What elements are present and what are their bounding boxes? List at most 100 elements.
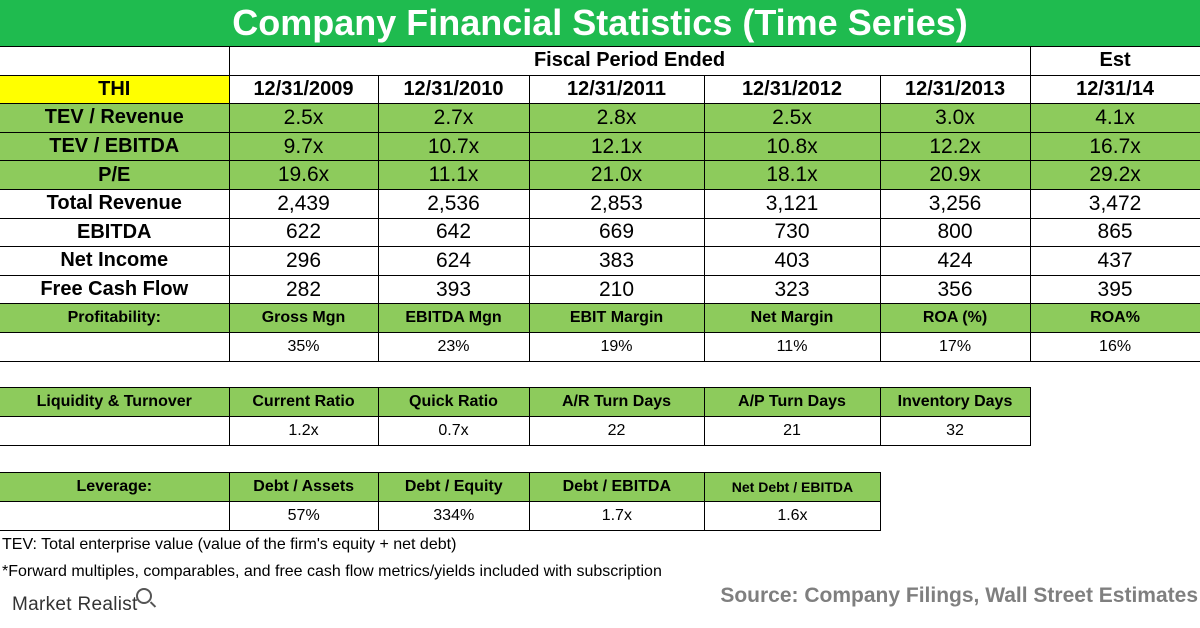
period-row: THI 12/31/2009 12/31/2010 12/31/2011 12/… [0,74,1200,105]
period-cell: 12/31/14 [1029,74,1200,105]
value-cell: 669 [528,217,705,248]
value-cell: 395 [1029,274,1200,305]
row-label: Total Revenue [0,188,230,219]
value-cell: 865 [1029,217,1200,248]
liquidity-header-row: Liquidity & Turnover Current Ratio Quick… [0,387,1031,417]
column-header: A/R Turn Days [528,387,705,417]
fiscal-period-header: Fiscal Period Ended [228,46,1031,76]
value-cell: 437 [1029,246,1200,276]
value-cell: 12.2x [879,131,1031,162]
logo-text: Market Realist [12,594,138,615]
period-cell: 12/31/2012 [703,74,881,105]
value-cell: 3.0x [879,103,1031,133]
value-cell: 282 [228,274,379,305]
value-cell: 23% [377,332,530,363]
column-header: ROA (%) [879,303,1031,334]
period-cell: 12/31/2013 [879,74,1031,105]
blank-cell [0,332,230,363]
value-cell: 12.1x [528,131,705,162]
subscription-footnote: *Forward multiples, comparables, and fre… [2,563,662,580]
leverage-table: Leverage: Debt / Assets Debt / Equity De… [0,472,882,531]
leverage-value-row: 57% 334% 1.7x 1.6x [0,501,882,531]
page-title: Company Financial Statistics (Time Serie… [0,0,1200,46]
liquidity-table: Liquidity & Turnover Current Ratio Quick… [0,387,1031,446]
value-cell: 296 [228,246,379,276]
value-cell: 2.5x [228,103,379,133]
value-cell: 22 [528,416,705,446]
section-label: Profitability: [0,303,230,334]
value-cell: 403 [703,246,881,276]
column-header: Net Debt / EBITDA [703,472,882,502]
table-row: TEV / EBITDA 9.7x 10.7x 12.1x 10.8x 12.2… [0,131,1200,162]
fiscal-header-row: Fiscal Period Ended Est [0,46,1200,76]
value-cell: 2,853 [528,188,705,219]
column-header: Current Ratio [228,387,379,417]
magnifier-icon [135,588,152,604]
value-cell: 32 [879,416,1031,446]
financial-stats-table: Fiscal Period Ended Est THI 12/31/2009 1… [0,46,1200,363]
row-label: TEV / Revenue [0,103,230,133]
source-note: Source: Company Filings, Wall Street Est… [720,584,1198,607]
value-cell: 4.1x [1029,103,1200,133]
table-row: Free Cash Flow 282 393 210 323 356 395 [0,274,1200,305]
table-row: Total Revenue 2,439 2,536 2,853 3,121 3,… [0,188,1200,219]
column-header: EBITDA Mgn [377,303,530,334]
column-header: EBIT Margin [528,303,705,334]
value-cell: 356 [879,274,1031,305]
value-cell: 29.2x [1029,160,1200,190]
profitability-header-row: Profitability: Gross Mgn EBITDA Mgn EBIT… [0,303,1200,334]
blank-cell [0,46,230,76]
column-header: Debt / Assets [228,472,379,502]
column-header: Gross Mgn [228,303,379,334]
blank-cell [0,501,230,531]
column-header: A/P Turn Days [703,387,881,417]
value-cell: 800 [879,217,1031,248]
value-cell: 16.7x [1029,131,1200,162]
value-cell: 2.5x [703,103,881,133]
value-cell: 3,121 [703,188,881,219]
column-header: Inventory Days [879,387,1031,417]
value-cell: 11% [703,332,881,363]
value-cell: 624 [377,246,530,276]
section-label: Leverage: [0,472,230,502]
column-header: Debt / EBITDA [528,472,705,502]
market-realist-logo: Market Realist [12,588,154,616]
value-cell: 424 [879,246,1031,276]
value-cell: 334% [377,501,530,531]
tev-footnote: TEV: Total enterprise value (value of th… [2,536,457,553]
value-cell: 21 [703,416,881,446]
value-cell: 19.6x [228,160,379,190]
value-cell: 323 [703,274,881,305]
value-cell: 10.7x [377,131,530,162]
value-cell: 2,439 [228,188,379,219]
section-label: Liquidity & Turnover [0,387,230,417]
value-cell: 210 [528,274,705,305]
table-row: P/E 19.6x 11.1x 21.0x 18.1x 20.9x 29.2x [0,160,1200,190]
value-cell: 10.8x [703,131,881,162]
row-label: Net Income [0,246,230,276]
value-cell: 3,472 [1029,188,1200,219]
column-header: ROA% [1029,303,1200,334]
liquidity-value-row: 1.2x 0.7x 22 21 32 [0,416,1031,446]
value-cell: 622 [228,217,379,248]
column-header: Debt / Equity [377,472,530,502]
value-cell: 3,256 [879,188,1031,219]
period-cell: 12/31/2009 [228,74,379,105]
table-row: EBITDA 622 642 669 730 800 865 [0,217,1200,248]
table-row: TEV / Revenue 2.5x 2.7x 2.8x 2.5x 3.0x 4… [0,103,1200,133]
value-cell: 1.7x [528,501,705,531]
value-cell: 2.7x [377,103,530,133]
value-cell: 19% [528,332,705,363]
table-row: Net Income 296 624 383 403 424 437 [0,246,1200,276]
column-header: Quick Ratio [377,387,530,417]
row-label: Free Cash Flow [0,274,230,305]
value-cell: 57% [228,501,379,531]
profitability-value-row: 35% 23% 19% 11% 17% 16% [0,332,1200,363]
value-cell: 35% [228,332,379,363]
period-cell: 12/31/2011 [528,74,705,105]
value-cell: 21.0x [528,160,705,190]
value-cell: 2.8x [528,103,705,133]
value-cell: 11.1x [377,160,530,190]
estimate-header: Est [1029,46,1200,76]
ticker-cell: THI [0,74,230,105]
